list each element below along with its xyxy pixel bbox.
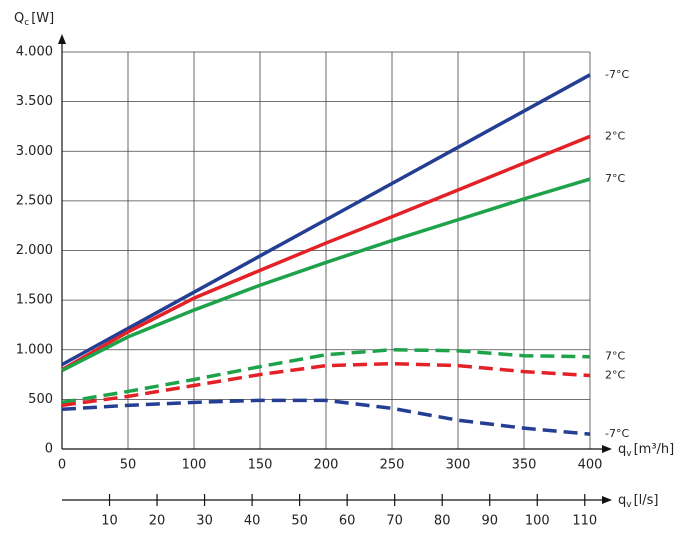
x2-tick-label: 40	[244, 514, 261, 529]
axis-label-unit: [m³/h]	[634, 442, 675, 457]
y-axis-arrow	[58, 34, 66, 44]
y-tick-label: 4.000	[16, 45, 53, 60]
axis-label: qv [l/s]	[618, 493, 659, 510]
series-line	[61, 73, 591, 367]
x-tick-label: 400	[578, 458, 603, 473]
legend-label: 2°C	[605, 129, 625, 142]
axis-label-subscript: c	[24, 18, 29, 28]
legend-label: 7°C	[605, 350, 625, 363]
x-tick-label: 350	[512, 458, 537, 473]
x-axis-arrow	[602, 445, 612, 453]
x2-tick-label: 80	[434, 514, 451, 529]
series-line	[61, 361, 591, 408]
y-tick-label: 1.500	[16, 293, 53, 308]
x-tick-label: 0	[58, 458, 66, 473]
x2-tick-label: 70	[386, 514, 403, 529]
series-line	[61, 347, 591, 405]
x-tick-label: 100	[182, 458, 207, 473]
x2-tick-label: 60	[339, 514, 356, 529]
y-tick-label: 3.000	[16, 144, 53, 159]
x-tick-label: 250	[380, 458, 405, 473]
x2-tick-label: 50	[291, 514, 308, 529]
y-tick-label: 3.500	[16, 94, 53, 109]
axis-label-subscript: v	[626, 500, 632, 510]
legend-label: 7°C	[605, 172, 625, 185]
axis-label-symbol: Q	[14, 11, 24, 26]
legend-label: -7°C	[605, 68, 629, 81]
x2-tick-label: 90	[481, 514, 498, 529]
series-line	[61, 177, 591, 373]
x-tick-label: 200	[314, 458, 339, 473]
axis-label-symbol: q	[618, 442, 626, 457]
axis-label-unit: [l/s]	[634, 493, 659, 508]
x2-tick-label: 100	[525, 514, 550, 529]
y-tick-label: 2.000	[16, 243, 53, 258]
legend-label: 2°C	[605, 369, 625, 382]
axis-label: qv [m³/h]	[618, 442, 674, 459]
x2-tick-label: 110	[572, 514, 597, 529]
y-tick-label: 1.000	[16, 342, 53, 357]
x2-axis-arrow	[602, 496, 612, 504]
y-tick-label: 500	[28, 392, 53, 407]
axis-label-symbol: q	[618, 493, 626, 508]
x-tick-label: 50	[120, 458, 137, 473]
series-line	[61, 398, 591, 436]
axis-label-subscript: v	[626, 449, 632, 459]
legend-label: -7°C	[605, 427, 629, 440]
x2-tick-label: 30	[196, 514, 213, 529]
y-tick-label: 2.500	[16, 193, 53, 208]
x2-tick-label: 10	[101, 514, 118, 529]
x-tick-label: 150	[248, 458, 273, 473]
x-tick-label: 300	[446, 458, 471, 473]
axis-label: Qc [W]	[14, 11, 54, 28]
axis-label-unit: [W]	[31, 11, 54, 26]
y-tick-label: 0	[45, 442, 53, 457]
x2-tick-label: 20	[149, 514, 166, 529]
series-line	[61, 134, 591, 372]
